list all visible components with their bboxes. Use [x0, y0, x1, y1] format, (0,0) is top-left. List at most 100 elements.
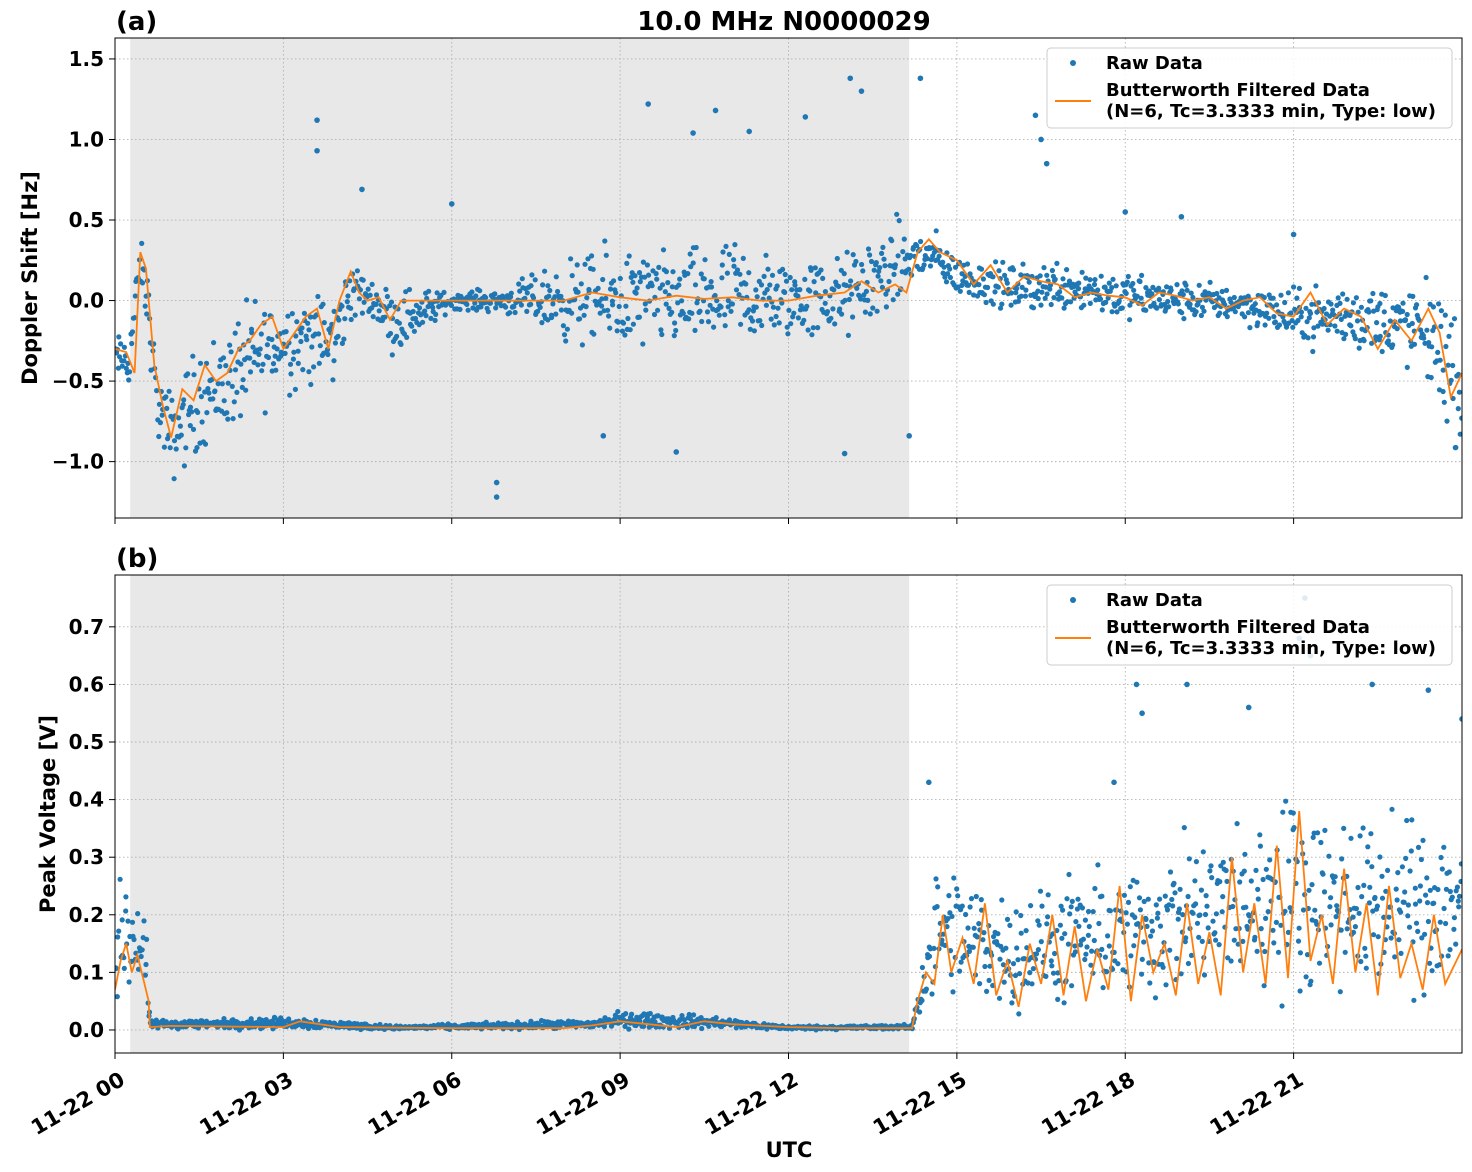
raw-data-point [1297, 988, 1303, 994]
raw-data-point [535, 308, 541, 314]
raw-data-point [231, 399, 237, 405]
raw-data-point [1454, 884, 1460, 890]
raw-data-point [1255, 320, 1261, 326]
raw-data-point [121, 344, 127, 350]
raw-data-point [858, 296, 864, 302]
raw-data-point [483, 295, 489, 301]
raw-data-point [1443, 343, 1449, 350]
raw-data-point [1313, 283, 1319, 289]
raw-data-point [763, 252, 769, 258]
raw-data-point [1052, 950, 1058, 957]
raw-data-point [737, 271, 743, 277]
raw-data-point [1379, 873, 1385, 879]
raw-data-point [971, 925, 977, 931]
raw-data-point [1379, 895, 1386, 901]
raw-data-point [740, 255, 746, 261]
raw-data-point [290, 356, 296, 362]
raw-data-point [1228, 958, 1234, 964]
raw-data-point [603, 252, 609, 258]
raw-data-point [1201, 972, 1208, 978]
raw-data-point [388, 299, 395, 305]
raw-data-point [159, 412, 165, 418]
raw-data-point [1038, 939, 1044, 945]
raw-data-point [396, 320, 402, 326]
raw-data-point [121, 965, 127, 972]
raw-data-point [1180, 291, 1186, 298]
raw-data-point [250, 344, 256, 350]
raw-data-point [360, 277, 366, 283]
raw-outlier-point [1425, 687, 1432, 693]
raw-data-point [797, 287, 803, 293]
raw-data-point [1060, 276, 1066, 282]
raw-data-point [863, 288, 870, 294]
raw-data-point [1199, 304, 1205, 310]
raw-data-point [1440, 388, 1446, 395]
raw-data-point [647, 1010, 653, 1017]
raw-data-point [1074, 906, 1080, 912]
raw-data-point [940, 270, 946, 276]
raw-data-point [1318, 839, 1324, 846]
raw-data-point [1098, 273, 1104, 279]
raw-data-point [1295, 317, 1301, 324]
raw-data-point [1035, 947, 1041, 953]
raw-data-point [1377, 300, 1383, 307]
raw-data-point [931, 945, 937, 952]
raw-data-point [295, 360, 301, 366]
raw-data-point [1422, 931, 1428, 937]
raw-data-point [795, 315, 802, 321]
raw-data-point [1068, 904, 1074, 910]
raw-data-point [991, 934, 997, 940]
raw-data-point [934, 904, 940, 910]
raw-data-point [1332, 874, 1338, 880]
raw-data-point [714, 298, 720, 304]
raw-data-point [428, 315, 434, 321]
raw-data-point [287, 392, 293, 398]
raw-data-point [569, 310, 575, 316]
y-tick-label: 0.4 [69, 788, 104, 812]
raw-data-point [258, 331, 264, 337]
raw-data-point [978, 897, 984, 903]
raw-data-point [1254, 948, 1260, 954]
raw-data-point [369, 305, 375, 311]
raw-data-point [492, 291, 498, 297]
raw-data-point [1026, 279, 1032, 285]
raw-data-point [612, 1012, 619, 1018]
raw-data-point [1213, 937, 1219, 943]
raw-data-point [1213, 911, 1219, 917]
raw-data-point [1073, 919, 1079, 925]
raw-data-point [986, 977, 992, 984]
raw-data-point [1076, 923, 1082, 929]
raw-data-point [984, 988, 990, 995]
raw-data-point [1230, 903, 1236, 910]
raw-data-point [1059, 295, 1065, 301]
raw-data-point [970, 944, 976, 950]
raw-data-point [532, 277, 538, 283]
raw-data-point [256, 351, 262, 357]
raw-data-point [194, 445, 200, 451]
raw-data-point [1177, 886, 1183, 892]
raw-data-point [251, 359, 257, 365]
raw-data-point [1387, 318, 1393, 324]
raw-data-point [1072, 943, 1078, 949]
raw-data-point [1262, 322, 1268, 328]
raw-data-point [1243, 904, 1249, 910]
y-tick-label: 0.6 [69, 672, 104, 696]
raw-data-point [658, 327, 664, 333]
raw-data-point [1085, 908, 1092, 915]
raw-data-point [285, 313, 291, 319]
raw-data-point [1092, 885, 1098, 892]
raw-data-point [1451, 316, 1458, 322]
raw-data-point [822, 300, 828, 306]
raw-data-point [992, 289, 998, 295]
raw-data-point [996, 995, 1003, 1001]
raw-data-point [394, 333, 400, 339]
raw-data-point [947, 274, 954, 281]
raw-data-point [1163, 982, 1169, 988]
raw-data-point [1039, 289, 1045, 295]
raw-data-point [914, 243, 920, 249]
raw-data-point [1012, 972, 1019, 979]
raw-data-point [599, 296, 605, 302]
raw-data-point [900, 249, 906, 255]
raw-data-point [1382, 292, 1388, 299]
raw-data-point [990, 301, 996, 307]
